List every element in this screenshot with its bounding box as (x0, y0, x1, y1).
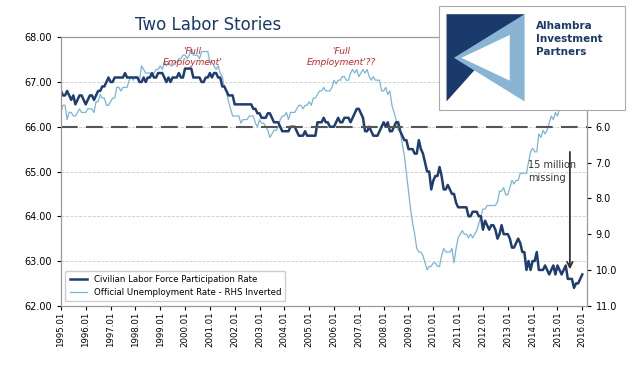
Text: Not a chance: Not a chance (494, 71, 571, 81)
Legend: Civilian Labor Force Participation Rate, Official Unemployment Rate - RHS Invert: Civilian Labor Force Participation Rate,… (65, 270, 285, 301)
Text: 'Full
Employment': 'Full Employment' (163, 47, 222, 67)
Text: 'Full
Employment'??: 'Full Employment'?? (498, 47, 567, 67)
Polygon shape (447, 14, 524, 102)
Text: 15 million
missing: 15 million missing (528, 160, 576, 183)
Polygon shape (462, 35, 510, 81)
FancyBboxPatch shape (443, 14, 521, 102)
Text: Alhambra
Investment
Partners: Alhambra Investment Partners (536, 21, 603, 57)
Text: 'Full
Employment'??: 'Full Employment'?? (307, 47, 376, 67)
FancyBboxPatch shape (439, 6, 625, 110)
Title: Two Labor Stories: Two Labor Stories (135, 16, 281, 34)
Polygon shape (454, 14, 524, 102)
